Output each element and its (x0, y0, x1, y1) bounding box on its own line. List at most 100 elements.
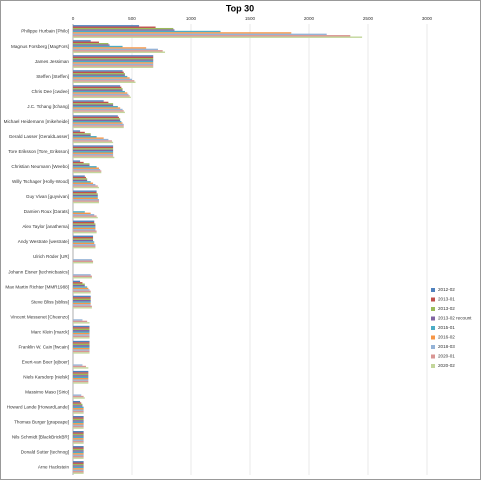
bar (73, 55, 154, 57)
bar (73, 27, 174, 30)
bar (73, 280, 81, 283)
bar (73, 322, 90, 324)
bar (73, 412, 84, 414)
bar (73, 400, 81, 403)
bar (73, 29, 175, 31)
y-tick-label: Tore Eriksson [Tore_Eriksson] (8, 149, 69, 154)
y-tick-label: Guy Vivan [guyvivan] (26, 194, 69, 199)
bar (73, 123, 124, 126)
bar (73, 438, 84, 440)
bar (73, 156, 115, 159)
y-tick-label: Nils Schmidt [BlackBrickBR] (12, 435, 69, 440)
bar (73, 182, 94, 184)
y-tick-label: Howard Lande [HowardLande] (7, 405, 69, 410)
legend-swatch (431, 345, 435, 349)
bar (73, 216, 98, 219)
bar (73, 161, 84, 164)
bar (73, 454, 84, 456)
bar (73, 319, 83, 321)
bar (73, 201, 99, 204)
bar (73, 110, 124, 112)
bar (73, 418, 84, 421)
bar (73, 274, 91, 276)
bar (73, 62, 154, 64)
bar (73, 448, 84, 451)
bar (73, 372, 89, 374)
y-tick-label: Niels Karsdorp [nielsk] (23, 375, 69, 380)
legend-swatch (431, 297, 435, 302)
bar (73, 447, 84, 449)
bar (73, 325, 90, 328)
bar (73, 170, 102, 172)
bar (73, 380, 89, 383)
bar (73, 200, 99, 202)
bar (73, 290, 91, 293)
bar (73, 417, 84, 419)
bar (73, 427, 84, 429)
bar (73, 134, 91, 137)
y-tick-label: Arne Hackstein (38, 465, 70, 470)
bar (73, 376, 89, 378)
bar (73, 60, 154, 63)
bar (73, 297, 91, 299)
bar (73, 246, 96, 249)
bar (73, 377, 89, 380)
bar (73, 175, 85, 177)
y-tick-label: Philippe Hurbain [Philo] (21, 29, 69, 34)
bar (73, 26, 156, 28)
bar (73, 88, 123, 90)
chart-title: Top 30 (226, 3, 254, 13)
bar (73, 74, 125, 76)
bar (73, 395, 84, 398)
y-tick-label: Gerald Lasser [GeraldLasser] (9, 134, 69, 139)
bar (73, 347, 90, 350)
bar (73, 131, 85, 134)
bar (73, 35, 351, 37)
bar (73, 277, 92, 279)
bar (73, 167, 99, 169)
bar (73, 349, 90, 351)
legend-swatch (431, 288, 435, 292)
bar (73, 163, 90, 165)
bar (73, 223, 96, 225)
bar (73, 93, 129, 96)
y-tick-label: Marc Klein [marck] (31, 329, 69, 334)
bar (73, 442, 84, 444)
bar (73, 80, 135, 82)
bar (73, 283, 85, 285)
bar (73, 115, 118, 117)
bar (73, 47, 147, 49)
bar (73, 235, 94, 238)
bar (73, 439, 84, 441)
bar (73, 168, 101, 171)
bar (73, 231, 97, 234)
bar (73, 85, 121, 87)
bar (73, 365, 86, 368)
bar (73, 230, 97, 232)
bar (73, 101, 109, 104)
bar (73, 327, 90, 329)
bar (73, 103, 114, 105)
bar (73, 238, 94, 240)
bar (73, 286, 88, 288)
bar (73, 450, 84, 452)
bar (73, 465, 84, 467)
bar (73, 287, 89, 290)
bar (73, 307, 92, 309)
bar (73, 107, 121, 109)
bar (73, 196, 98, 198)
bar (73, 214, 95, 216)
bar (73, 302, 91, 305)
y-tick-label: Donald Sutter [technog] (21, 450, 69, 455)
bar (73, 432, 84, 434)
bar (73, 145, 114, 147)
y-tick-label: Johann Eisner [technicbasics] (8, 269, 69, 274)
bar (73, 397, 85, 399)
bar (73, 345, 90, 347)
bar (73, 152, 114, 154)
legend-swatch (431, 307, 435, 311)
bar (73, 226, 96, 228)
bar (73, 171, 102, 174)
bar (73, 197, 98, 200)
bar (73, 239, 94, 242)
